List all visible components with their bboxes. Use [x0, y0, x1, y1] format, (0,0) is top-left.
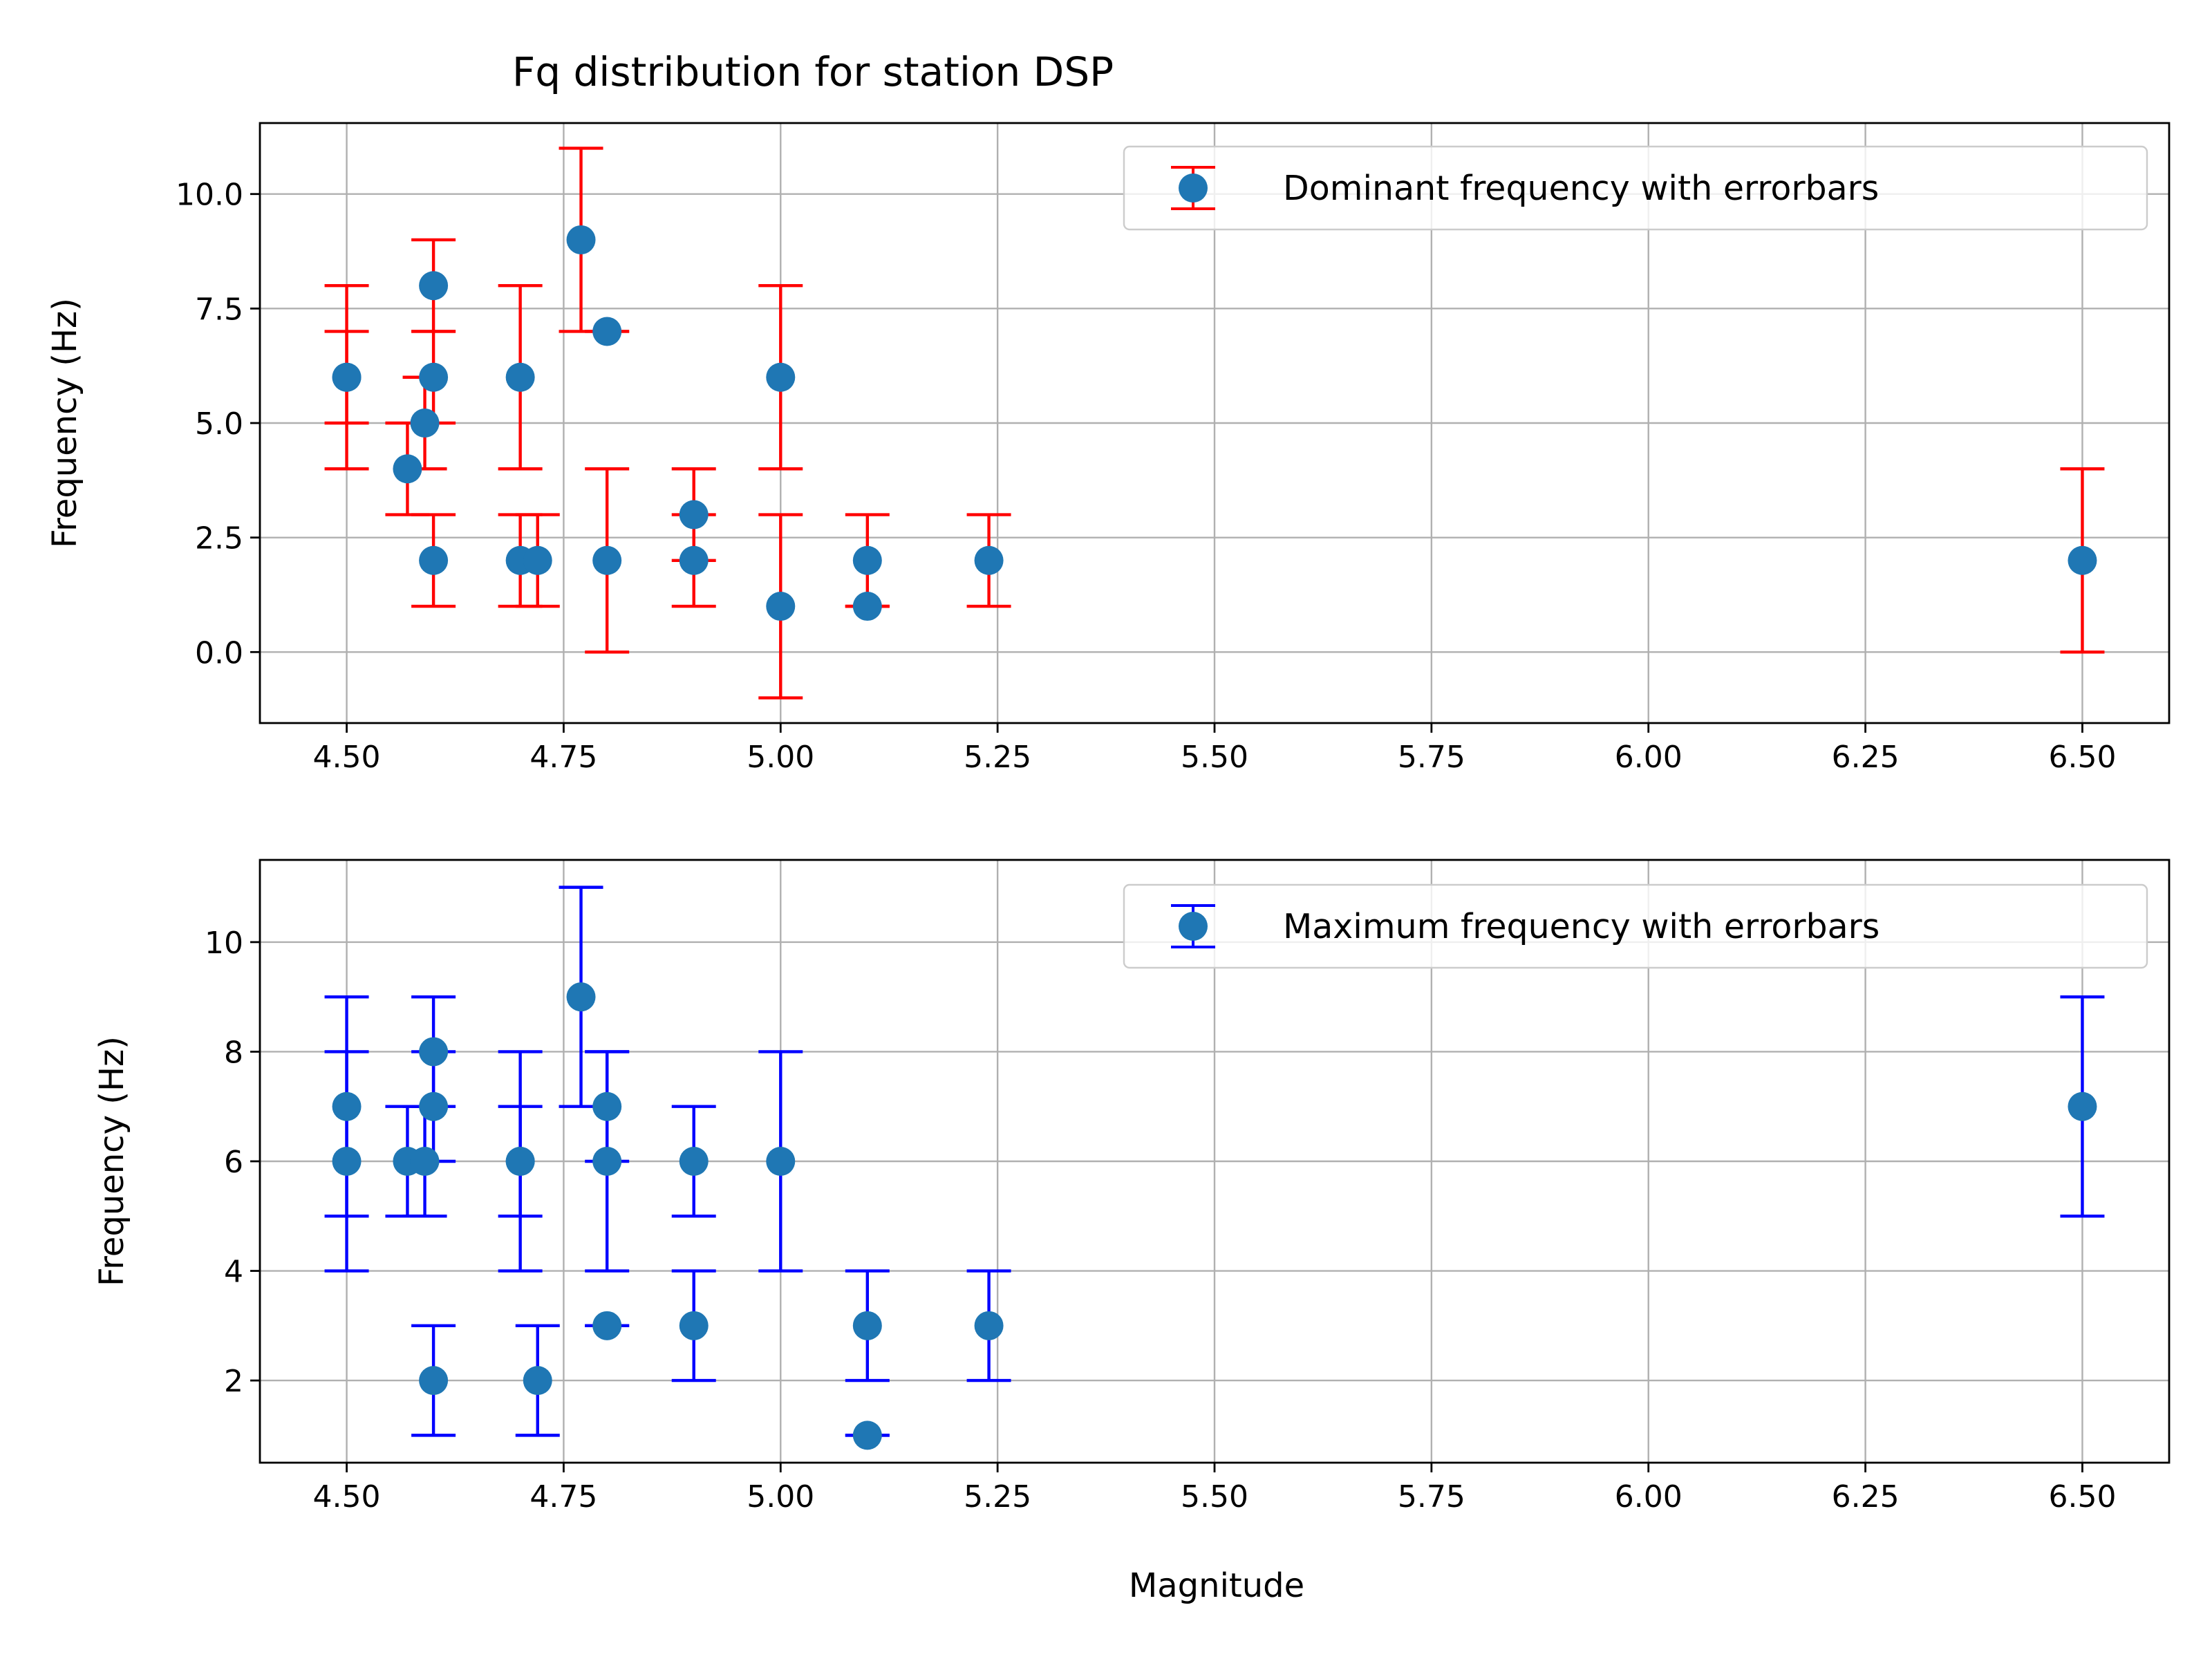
- y-tick-label: 10: [205, 926, 243, 961]
- axis-ticks: 4.50 4.75 5.00 5.25 5.50 5.75 6.00 6.25 6.50 0.0 2…: [176, 178, 2116, 775]
- data-point: [766, 362, 796, 392]
- data-point: [419, 1366, 449, 1396]
- x-tick-label: 5.00: [747, 1479, 814, 1515]
- data-point: [592, 1091, 622, 1121]
- x-tick-label: 4.50: [313, 740, 381, 775]
- plot-frame: [259, 122, 2171, 724]
- y-tick-label: 2.5: [195, 521, 243, 556]
- data-points: [332, 982, 2097, 1450]
- legend-marker-icon: [1179, 912, 1208, 941]
- x-tick-label: 5.75: [1398, 740, 1465, 775]
- x-tick-label: 5.25: [964, 1479, 1031, 1515]
- data-point: [419, 362, 449, 392]
- data-point: [523, 545, 552, 575]
- data-point: [852, 592, 882, 621]
- data-point: [592, 545, 622, 575]
- data-point: [679, 1311, 709, 1340]
- data-point: [419, 1037, 449, 1067]
- data-point: [679, 545, 709, 575]
- data-point: [332, 1147, 362, 1176]
- y-tick-label: 2: [224, 1364, 243, 1399]
- data-point: [419, 545, 449, 575]
- data-point: [679, 1147, 709, 1176]
- y-tick-label: 10.0: [176, 178, 243, 213]
- legend-entry: Maximum frequency with errorbars: [1283, 907, 1880, 946]
- data-point: [419, 271, 449, 301]
- x-tick-label: 6.00: [1615, 1479, 1683, 1515]
- legend: Maximum frequency with errorbars: [1123, 883, 2148, 969]
- data-point: [505, 362, 535, 392]
- x-tick-label: 6.25: [1832, 1479, 1900, 1515]
- data-point: [410, 1147, 440, 1176]
- y-tick-label: 8: [224, 1035, 243, 1070]
- data-point: [852, 545, 882, 575]
- data-point: [852, 1311, 882, 1340]
- data-point: [419, 1091, 449, 1121]
- x-tick-label: 5.50: [1181, 1479, 1248, 1515]
- data-point: [523, 1366, 552, 1396]
- plot-frame: [259, 859, 2171, 1464]
- x-axis-label: Magnitude: [1129, 1566, 1304, 1605]
- data-point: [679, 500, 709, 529]
- x-tick-label: 5.25: [964, 740, 1031, 775]
- data-point: [2068, 1091, 2097, 1121]
- data-point: [566, 225, 596, 254]
- y-tick-label: 5.0: [195, 406, 243, 442]
- legend: Dominant frequency with errorbars: [1123, 145, 2148, 231]
- x-tick-label: 4.75: [529, 740, 597, 775]
- x-tick-label: 5.75: [1398, 1479, 1465, 1515]
- y-tick-label: 6: [224, 1145, 243, 1180]
- data-point: [332, 362, 362, 392]
- x-tick-label: 6.00: [1615, 740, 1683, 775]
- x-tick-label: 6.50: [2048, 740, 2116, 775]
- data-point: [566, 982, 596, 1012]
- data-points: [332, 225, 2097, 621]
- y-tick-label: 4: [224, 1255, 243, 1290]
- maximum-frequency-subplot: 4.50 4.75 5.00 5.25 5.50 5.75 6.00 6.25 6.50 2 4 6 8…: [93, 859, 2171, 1605]
- x-tick-label: 4.50: [313, 1479, 381, 1515]
- y-tick-label: 0.0: [195, 635, 243, 671]
- data-point: [2068, 545, 2097, 575]
- dominant-frequency-subplot: Fq distribution for station DSP 4.50 4.75…: [46, 48, 2171, 775]
- data-point: [592, 317, 622, 346]
- x-tick-label: 5.00: [747, 740, 814, 775]
- legend-box: [1123, 145, 2148, 231]
- data-point: [974, 1311, 1004, 1340]
- y-tick-label: 7.5: [195, 292, 243, 327]
- legend-box: [1123, 883, 2148, 969]
- data-point: [505, 1147, 535, 1176]
- x-tick-label: 5.50: [1181, 740, 1248, 775]
- x-tick-label: 4.75: [529, 1479, 597, 1515]
- x-tick-label: 6.50: [2048, 1479, 2116, 1515]
- x-tick-label: 6.25: [1832, 740, 1900, 775]
- data-point: [852, 1421, 882, 1450]
- data-point: [393, 454, 422, 484]
- data-point: [332, 1091, 362, 1121]
- data-point: [592, 1311, 622, 1340]
- data-point: [974, 545, 1004, 575]
- y-axis-label: Frequency (Hz): [93, 1036, 131, 1286]
- legend-entry: Dominant frequency with errorbars: [1283, 169, 1879, 208]
- axis-ticks: 4.50 4.75 5.00 5.25 5.50 5.75 6.00 6.25 6.50 2 4 6 8…: [205, 926, 2116, 1515]
- data-point: [766, 1147, 796, 1176]
- data-point: [766, 592, 796, 621]
- data-point: [592, 1147, 622, 1176]
- data-point: [410, 409, 440, 438]
- y-axis-label: Frequency (Hz): [46, 298, 84, 548]
- chart-title: Fq distribution for station DSP: [512, 48, 1114, 95]
- legend-marker-icon: [1179, 174, 1208, 203]
